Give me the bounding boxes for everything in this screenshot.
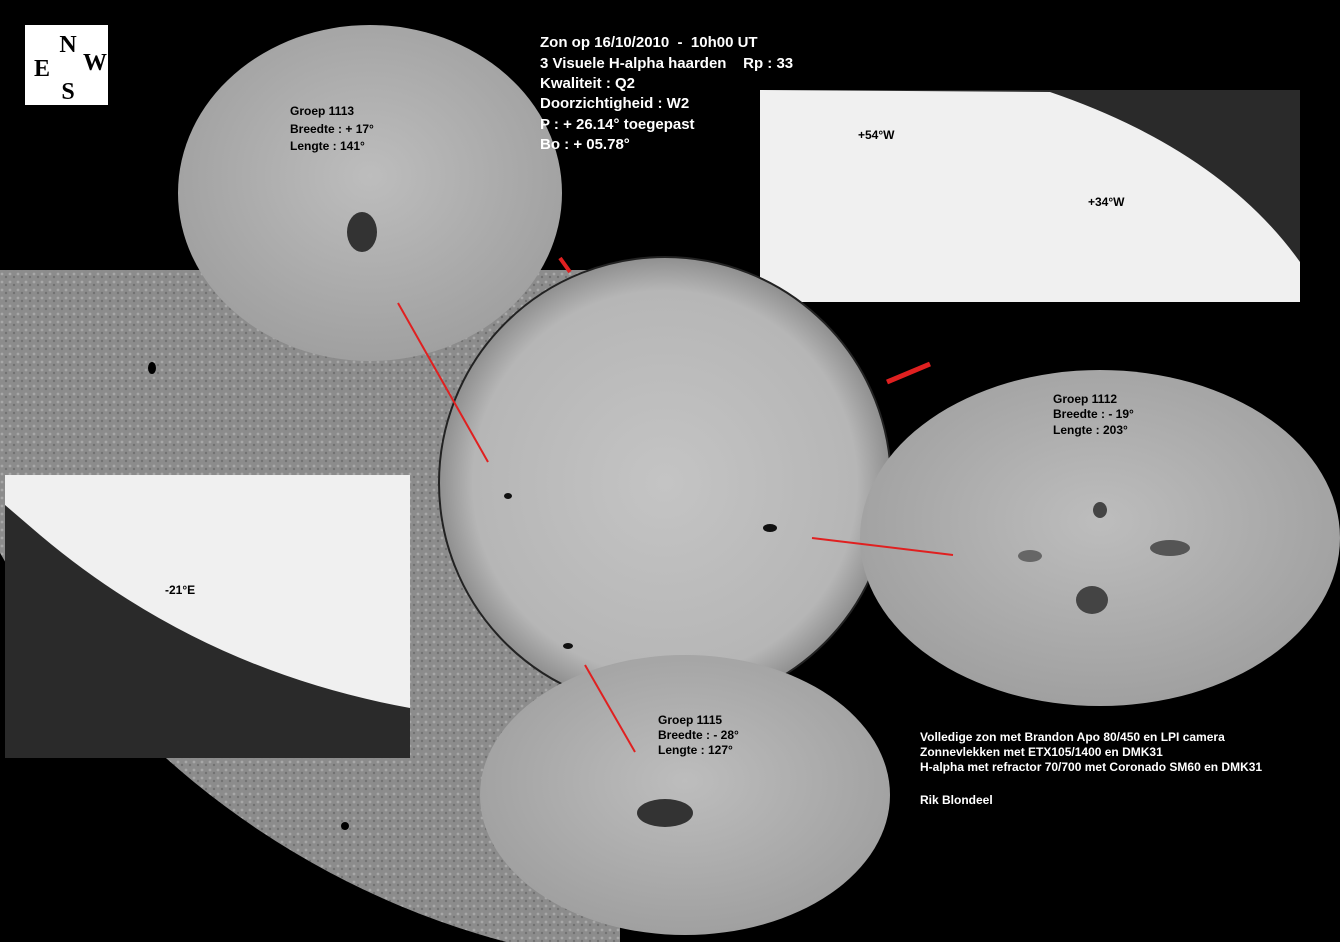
limb-label: -21°E: [165, 583, 195, 597]
spot: [637, 799, 693, 827]
compass-box: [25, 25, 108, 105]
spot: [563, 643, 573, 649]
header-line: Zon op 16/10/2010 - 10h00 UT: [540, 34, 758, 51]
header-line: 3 Visuele H-alpha haarden Rp : 33: [540, 55, 793, 72]
credit-line: Volledige zon met Brandon Apo 80/450 en …: [920, 730, 1225, 744]
credit-author: Rik Blondeel: [920, 793, 993, 807]
credit-line: Zonnevlekken met ETX105/1400 en DMK31: [920, 745, 1163, 759]
pointer-line: [397, 302, 489, 463]
spot: [1150, 540, 1190, 556]
group-name: Groep 1112: [1053, 392, 1117, 406]
axis-mark: [886, 361, 931, 385]
spot: [763, 524, 777, 532]
compass-n: N: [59, 32, 77, 58]
group-1115-oval: [480, 655, 890, 935]
credit-line: H-alpha met refractor 70/700 met Coronad…: [920, 760, 1262, 774]
header-line: Bo : + 05.78°: [540, 136, 630, 153]
spot: [1076, 586, 1108, 614]
spot: [1093, 502, 1107, 518]
limb-panel-right-disc: [760, 90, 1300, 302]
group-lengte: Lengte : 127°: [658, 743, 733, 757]
group-breedte: Breedte : - 19°: [1053, 407, 1134, 421]
pointer-line: [811, 537, 954, 556]
group-1113-oval: [178, 25, 562, 361]
compass-w: W: [83, 50, 107, 76]
group-name: Groep 1115: [658, 713, 722, 727]
spot: [1018, 550, 1042, 562]
group-breedte: Breedte : - 28°: [658, 728, 739, 742]
sun-disc: [438, 256, 892, 710]
pointer-line: [584, 664, 636, 753]
group-lengte: Lengte : 141°: [290, 139, 365, 153]
group-breedte: Breedte : + 17°: [290, 122, 374, 136]
limb-panel-left-disc: [5, 475, 410, 708]
spot: [347, 212, 377, 252]
group-1112-oval: [860, 370, 1340, 706]
axis-mark: [558, 256, 572, 274]
header-line: Kwaliteit : Q2: [540, 75, 635, 92]
header-line: P : + 26.14° toegepast: [540, 116, 695, 133]
group-name: Groep 1113: [290, 104, 354, 118]
header-line: Doorzichtigheid : W2: [540, 95, 689, 112]
limb-label: +34°W: [1088, 195, 1125, 209]
group-lengte: Lengte : 203°: [1053, 423, 1128, 437]
spot: [504, 493, 512, 499]
compass-e: E: [34, 56, 50, 82]
compass-s: S: [61, 79, 74, 105]
spot: [341, 822, 349, 830]
limb-label: +54°W: [858, 128, 895, 142]
spot: [148, 362, 156, 374]
